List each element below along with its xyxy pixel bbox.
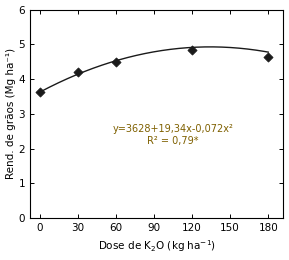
Point	[38, 90, 42, 94]
Text: y=3628+19,34x-0,072x²
R² = 0,79*: y=3628+19,34x-0,072x² R² = 0,79*	[113, 124, 234, 146]
Y-axis label: Rend. de grãos (Mg ha⁻¹): Rend. de grãos (Mg ha⁻¹)	[5, 48, 16, 179]
Point	[114, 60, 118, 64]
Point	[76, 70, 80, 74]
Point	[266, 55, 271, 59]
X-axis label: Dose de K$_2$O (kg ha$^{-1}$): Dose de K$_2$O (kg ha$^{-1}$)	[98, 239, 216, 255]
Point	[190, 48, 194, 52]
